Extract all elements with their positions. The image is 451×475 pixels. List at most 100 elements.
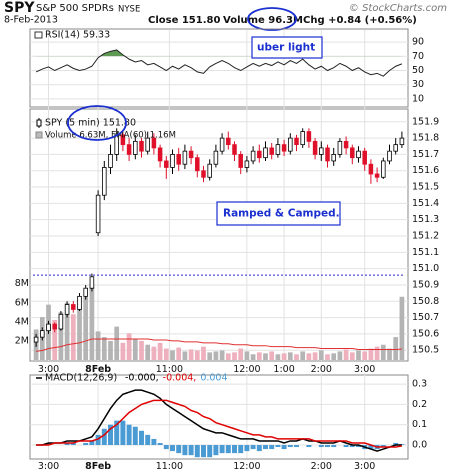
candle-body [164, 160, 169, 168]
histogram-bar [368, 445, 374, 450]
histogram-bar [331, 445, 337, 448]
legend-label: -0.000, [125, 373, 159, 384]
histogram-bar [219, 445, 225, 454]
histogram-bar [244, 445, 250, 452]
volume-bar [269, 351, 275, 360]
histogram-bar [356, 445, 361, 448]
candle-body [300, 131, 305, 146]
candle-body [288, 137, 293, 152]
panel-title: MACD(12,26,9) [45, 373, 117, 384]
histogram-bar [188, 445, 194, 456]
volume-bar [225, 353, 231, 360]
candle-body [263, 147, 268, 159]
candle-body [399, 137, 405, 146]
candle-body [306, 131, 312, 142]
y-tick-label: 151.5 [412, 182, 439, 193]
volume-bar [170, 350, 175, 360]
candle-body [102, 167, 107, 196]
candle-body [157, 147, 163, 162]
y-tick-label: 151.7 [412, 149, 439, 160]
candle-body [139, 140, 144, 152]
y-tick-label: 151.9 [412, 116, 439, 127]
histogram-bar [95, 434, 101, 446]
annotation: uber light [257, 42, 315, 54]
annotation-box [216, 201, 341, 226]
candle-body [207, 163, 212, 178]
histogram-bar [170, 445, 175, 452]
candle-body [120, 134, 126, 146]
candle-body [343, 140, 349, 149]
candle-body [83, 287, 88, 297]
histogram-bar [306, 445, 312, 448]
volume-bar [362, 351, 368, 360]
histogram-bar [287, 445, 293, 448]
candle-body [219, 137, 225, 152]
y-tick-label: 0.2 [412, 399, 427, 410]
histogram-bar [343, 445, 349, 448]
x-tick-label: 3:00 [38, 364, 59, 375]
candle-body [201, 170, 206, 178]
histogram-bar [349, 445, 355, 448]
x-tick-label: 3:00 [38, 461, 59, 472]
volume-bar [132, 339, 138, 360]
candle-body [182, 150, 188, 165]
candle-body [188, 150, 194, 159]
volume-bar [108, 340, 113, 360]
histogram-bar [89, 440, 95, 446]
close: Close 151.80 [148, 15, 220, 26]
histogram-bar [201, 445, 206, 458]
volume-bar [89, 283, 95, 360]
overbought-area [100, 49, 125, 57]
candle-body [331, 154, 336, 162]
candle-body [294, 137, 299, 146]
histogram-bar [101, 428, 107, 446]
histogram-bar [126, 424, 132, 446]
volume-bar [356, 350, 361, 360]
change: Chg +0.84 (+0.56%) [303, 15, 417, 26]
volume-bar [393, 337, 399, 360]
volume-bar [331, 353, 337, 360]
legend-label: -0.004, [163, 373, 197, 384]
y-tick-label: 50 [412, 65, 424, 76]
x-tick-label: 2:00 [311, 364, 332, 375]
volume-bar [213, 351, 219, 360]
histogram-bar [64, 442, 70, 446]
histogram-bar [114, 420, 120, 446]
volume-bar [287, 352, 293, 360]
volume-bar [294, 354, 299, 360]
candle-body [95, 194, 101, 234]
candle-body [176, 154, 181, 165]
volume-bar [201, 346, 206, 360]
legend-candle [36, 119, 42, 127]
histogram-bar [157, 442, 163, 446]
y2-tick-label: 4M [15, 316, 29, 327]
volume-bar [95, 331, 101, 360]
volume-bar [219, 350, 225, 360]
histogram-bar [275, 445, 281, 448]
candle-body [281, 144, 287, 152]
volume-bar [250, 354, 256, 360]
volume-bar [374, 346, 380, 360]
histogram-bar [399, 444, 405, 446]
highlight-ellipse [67, 105, 127, 141]
annotation-box [251, 36, 323, 59]
histogram-bar [46, 442, 51, 446]
y-tick-label: 30 [412, 79, 424, 90]
histogram-bar [151, 438, 157, 446]
volume-bar [399, 296, 405, 360]
histogram-bar [380, 445, 386, 448]
candle-body [275, 144, 281, 155]
candle-body [170, 154, 175, 168]
candle-body [40, 330, 45, 338]
y2-tick-label: 6M [15, 297, 29, 308]
y2-tick-label: 8M [15, 278, 29, 289]
candle-body [250, 150, 256, 162]
x-tick-label: 1:00 [273, 364, 294, 375]
legend-label: 0.004 [200, 373, 227, 384]
volume-bar [77, 307, 82, 360]
y-tick-label: 150.8 [412, 296, 439, 307]
histogram-bar [256, 445, 262, 452]
candle-body [368, 163, 374, 175]
symbol: SPY [4, 0, 35, 16]
volume: Volume 96.3M [223, 15, 303, 26]
